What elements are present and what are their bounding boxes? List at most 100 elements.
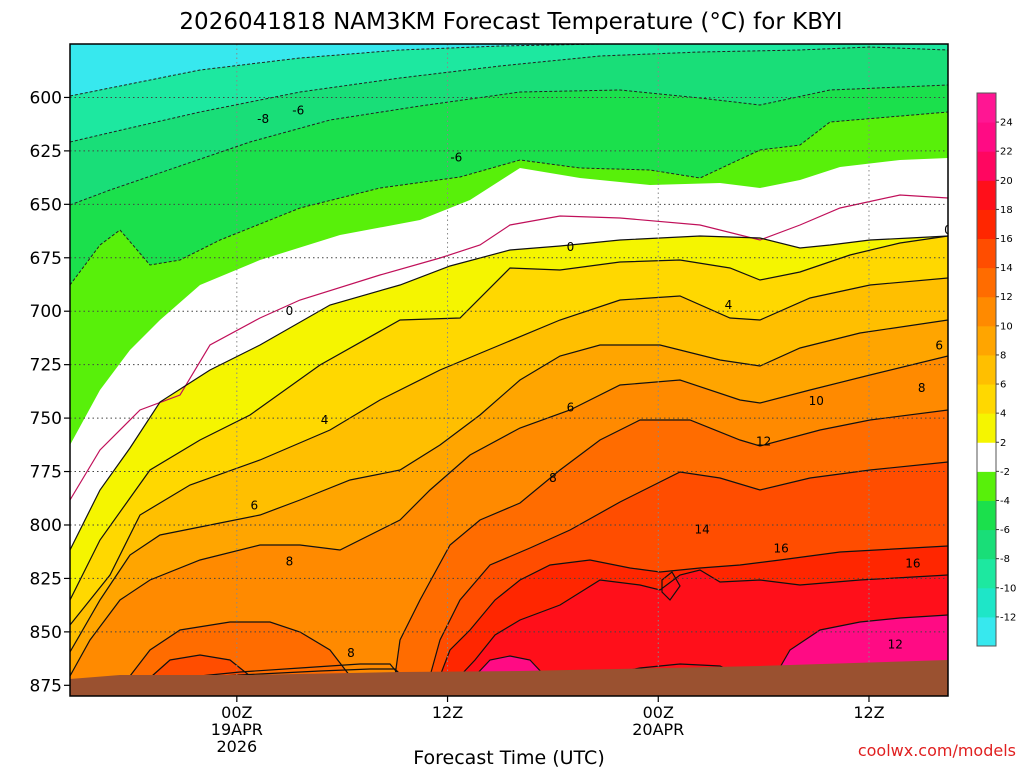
colorbar-label: -12 [1000, 612, 1016, 623]
contour-label: 8 [549, 471, 557, 485]
y-tick-label: 700 [30, 302, 62, 322]
contour-label: 12 [888, 638, 903, 652]
colorbar-label: 18 [1000, 205, 1013, 216]
contour-label: 12 [756, 435, 771, 449]
contour-label: 4 [321, 413, 329, 427]
x-tick-label: 20APR [632, 720, 684, 739]
contour-label: 6 [251, 499, 259, 513]
colorbar-label: 20 [1000, 176, 1013, 187]
colorbar-swatch [977, 442, 996, 472]
y-tick-label: 750 [30, 409, 62, 429]
colorbar-swatch [977, 122, 996, 152]
contour-label: -2 [960, 191, 972, 205]
credit-text: coolwx.com/models [858, 741, 1016, 760]
contour-6 [70, 277, 948, 626]
colorbar-swatch [977, 529, 996, 560]
colorbar-label: -4 [1000, 496, 1010, 507]
contour-label: 16 [774, 541, 789, 555]
x-tick-label: 12Z [432, 703, 463, 722]
y-tick-label: 725 [30, 356, 62, 376]
x-tick-label: 00Z [221, 703, 252, 722]
y-tick-label: 600 [30, 88, 62, 108]
contour-label: 0 [944, 223, 952, 237]
contour-label: -6 [450, 150, 462, 164]
contour-0 [70, 194, 948, 501]
chart-title: 2026041818 NAM3KM Forecast Temperature (… [179, 9, 842, 35]
y-tick-label: 825 [30, 569, 62, 589]
contour-12 [129, 409, 948, 677]
x-axis: 00Z19APR202612Z00Z20APR12Z00Z21APR [211, 696, 885, 756]
grid-lines [70, 44, 948, 696]
colorbar-swatch [977, 180, 996, 210]
temperature-bands [70, 44, 948, 696]
colorbar-label: 4 [1000, 409, 1006, 420]
y-tick-label: 650 [30, 195, 62, 215]
x-axis-title: Forecast Time (UTC) [413, 747, 604, 768]
colorbar-swatch [977, 296, 996, 327]
contour-8 [70, 319, 948, 653]
contour-label: 6 [935, 338, 943, 352]
colorbar-label: -2 [1000, 467, 1010, 478]
colorbar-label: 6 [1000, 380, 1006, 391]
contour-label: 10 [809, 394, 824, 408]
contour-neg8 [70, 44, 601, 97]
colorbar-swatch [977, 471, 996, 501]
colorbar-swatch [977, 151, 996, 181]
colorbar-swatch [977, 209, 996, 240]
colorbar-frame [976, 92, 997, 647]
colorbar-label: 2 [1000, 438, 1006, 449]
colorbar-swatch [977, 500, 996, 531]
contour-label: -8 [257, 112, 269, 126]
colorbar-label: 14 [1000, 263, 1013, 274]
contour-label: 8 [286, 554, 294, 568]
colorbar-swatch [977, 238, 996, 269]
x-tick-label: 2026 [216, 737, 257, 756]
contour-label: 2 [962, 244, 970, 258]
colorbar-label: 24 [1000, 118, 1013, 129]
contour-4 [70, 235, 948, 601]
contour-16 [439, 545, 948, 677]
colorbar-label: -8 [1000, 554, 1010, 565]
colorbar-label: 22 [1000, 147, 1013, 158]
contour-2 [70, 235, 948, 551]
x-tick-label: 12Z [853, 703, 884, 722]
terrain-surface [70, 660, 948, 696]
colorbar-label: 8 [1000, 350, 1006, 361]
y-tick-label: 675 [30, 249, 62, 269]
colorbar-swatch [977, 384, 996, 414]
colorbar-swatch [977, 354, 996, 385]
contour-neg4 [70, 84, 948, 206]
y-axis: 600 625 650 675 700 725 750 775 800 825 850 875 [30, 88, 70, 696]
contour-label: 8 [347, 646, 355, 660]
y-tick-label: 875 [30, 676, 62, 696]
x-tick-label: 00Z [643, 703, 674, 722]
y-tick-label: 625 [30, 142, 62, 162]
colorbar-label: -10 [1000, 583, 1016, 594]
colorbar-swatch [977, 587, 996, 618]
y-tick-label: 775 [30, 463, 62, 483]
colorbar-label: -6 [1000, 525, 1010, 536]
contour-neg6 [70, 46, 948, 143]
plot-frame [69, 43, 949, 697]
contour-label: 16 [905, 556, 920, 570]
x-tick-label: 19APR [211, 720, 263, 739]
contour-22 [474, 614, 948, 677]
colorbar-swatch [977, 558, 996, 589]
contour-label: 4 [725, 298, 733, 312]
colorbar-label: 16 [1000, 234, 1013, 245]
colorbar-swatch [977, 93, 996, 123]
contour-10 [70, 355, 948, 677]
contour-label: 0 [286, 304, 294, 318]
contour-label: 6 [567, 400, 575, 414]
colorbar-label: 12 [1000, 292, 1013, 303]
contour-label: 14 [695, 522, 710, 536]
contour-lines [70, 44, 948, 677]
colorbar-swatch [977, 325, 996, 356]
colorbar-swatch [977, 616, 996, 647]
y-tick-label: 850 [30, 623, 62, 643]
colorbar-swatch [977, 267, 996, 298]
contour-neg2 [70, 111, 948, 286]
